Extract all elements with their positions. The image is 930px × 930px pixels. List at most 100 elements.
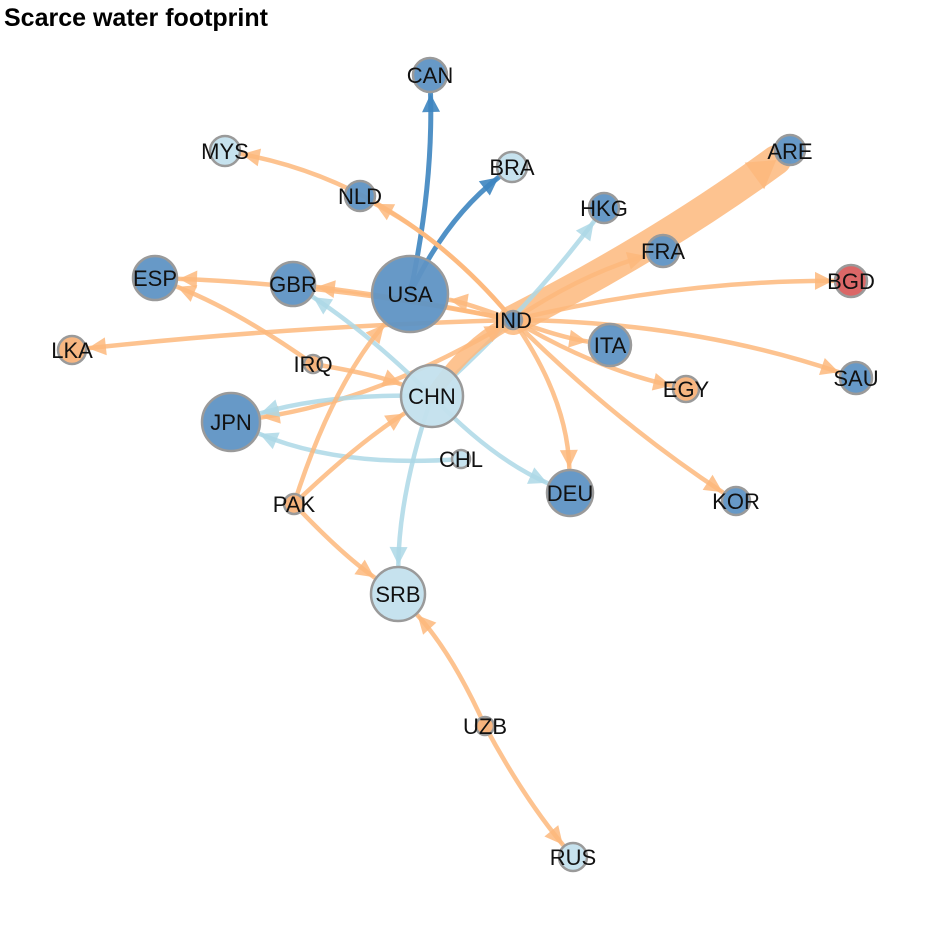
- edge-line: [85, 317, 516, 351]
- edge-arrowhead: [568, 329, 588, 348]
- edge-arrowhead: [422, 93, 441, 113]
- edge-line: [482, 723, 566, 847]
- node-esp: [131, 254, 179, 302]
- edge-arrowhead: [365, 324, 385, 345]
- node-chn: [399, 363, 465, 429]
- edge-arrowhead: [449, 293, 469, 312]
- edge-ind-bgd: [510, 271, 836, 323]
- node-ita: [587, 322, 633, 368]
- edge-uzb-rus: [482, 723, 566, 847]
- edge-ind-fra: [510, 252, 648, 323]
- edge-arrowhead: [575, 221, 594, 242]
- edge-ind-deu: [510, 317, 578, 471]
- edge-pak-usa: [291, 322, 387, 507]
- node-ind: [502, 309, 524, 331]
- edge-arrowhead: [177, 285, 198, 302]
- node-label-lka: LKA: [51, 338, 93, 363]
- edge-arrowhead: [260, 399, 281, 417]
- edge-pak-srb: [291, 501, 377, 580]
- edge-arrowhead: [259, 432, 280, 450]
- edge-arrowhead: [651, 372, 672, 391]
- node-label-are: ARE: [767, 139, 812, 164]
- edge-arrowhead: [384, 413, 405, 431]
- edge-arrowhead: [625, 252, 646, 270]
- edge-arrowhead: [417, 615, 437, 635]
- chart-title: Scarce water footprint: [4, 4, 268, 32]
- edge-ind-egy: [510, 317, 674, 391]
- node-chl: [450, 448, 472, 470]
- edge-arrowhead: [819, 357, 839, 375]
- edge-arrowhead: [178, 270, 198, 289]
- node-label-chn: CHN: [408, 384, 456, 409]
- edge-uzb-srb: [415, 613, 488, 729]
- edge-ind-nld: [372, 201, 516, 323]
- node-can: [411, 56, 449, 94]
- node-label-jpn: JPN: [210, 410, 252, 435]
- node-hkg: [587, 191, 621, 225]
- node-bra: [495, 150, 529, 184]
- edge-irq-esp: [175, 284, 316, 367]
- edge-chl-jpn: [257, 431, 464, 464]
- node-usa: [370, 254, 450, 334]
- edge-arrowhead: [313, 297, 334, 315]
- node-label-mys: MYS: [201, 139, 249, 164]
- node-jpn: [200, 391, 262, 453]
- edge-arrowhead: [814, 271, 834, 290]
- edge-line: [257, 431, 464, 464]
- edge-arrowhead: [316, 280, 336, 299]
- node-egy: [671, 374, 701, 404]
- edge-arrowhead: [702, 474, 723, 493]
- edge-arrowhead: [483, 325, 504, 343]
- node-nld: [343, 179, 377, 213]
- node-kor: [720, 485, 752, 517]
- node-label-srb: SRB: [375, 582, 420, 607]
- node-label-chl: CHL: [439, 447, 483, 472]
- node-mys: [208, 134, 242, 168]
- node-fra: [645, 233, 681, 269]
- node-label-irq: IRQ: [293, 352, 332, 377]
- edge-ind-sau: [510, 317, 842, 375]
- edge-arrowhead: [375, 203, 396, 221]
- node-deu: [545, 468, 595, 518]
- node-label-uzb: UZB: [463, 714, 507, 739]
- edge-line: [415, 613, 488, 729]
- edge-arrowhead: [87, 337, 107, 356]
- node-pak: [282, 492, 306, 516]
- edge-arrowhead: [381, 369, 402, 387]
- edge-arrowhead: [478, 177, 499, 196]
- node-label-rus: RUS: [550, 845, 596, 870]
- node-sau: [838, 360, 874, 396]
- edge-ind-kor: [510, 317, 725, 495]
- node-label-esp: ESP: [133, 266, 177, 291]
- node-irq: [302, 353, 324, 375]
- node-are: [773, 133, 807, 167]
- edge-line: [372, 201, 516, 323]
- edge-line: [510, 317, 674, 388]
- edge-arrowhead: [389, 546, 408, 566]
- node-label-ind: IND: [494, 308, 532, 333]
- node-label-gbr: GBR: [269, 272, 317, 297]
- node-gbr: [269, 260, 317, 308]
- edge-line: [510, 317, 725, 495]
- node-uzb: [474, 715, 496, 737]
- node-lka: [56, 334, 88, 366]
- node-label-kor: KOR: [712, 489, 760, 514]
- node-label-bra: BRA: [489, 155, 535, 180]
- edge-line: [510, 317, 842, 375]
- edge-line: [510, 278, 836, 323]
- labels-layer: CAN MYS BRA ARE NLD HKG FRA ESP GBR USA BGD IND LKA I…: [51, 63, 878, 870]
- node-label-egy: EGY: [663, 377, 710, 402]
- nodes-layer: [56, 56, 874, 873]
- node-label-sau: SAU: [833, 366, 878, 391]
- edge-irq-chn: [310, 361, 404, 387]
- node-label-can: CAN: [407, 63, 453, 88]
- node-label-deu: DEU: [547, 481, 593, 506]
- node-label-bgd: BGD: [827, 269, 875, 294]
- edge-arrowhead: [559, 449, 578, 469]
- node-label-ita: ITA: [594, 333, 627, 358]
- node-rus: [557, 841, 589, 873]
- node-bgd: [833, 263, 869, 299]
- node-label-usa: USA: [387, 282, 433, 307]
- edge-arrowhead: [544, 825, 563, 845]
